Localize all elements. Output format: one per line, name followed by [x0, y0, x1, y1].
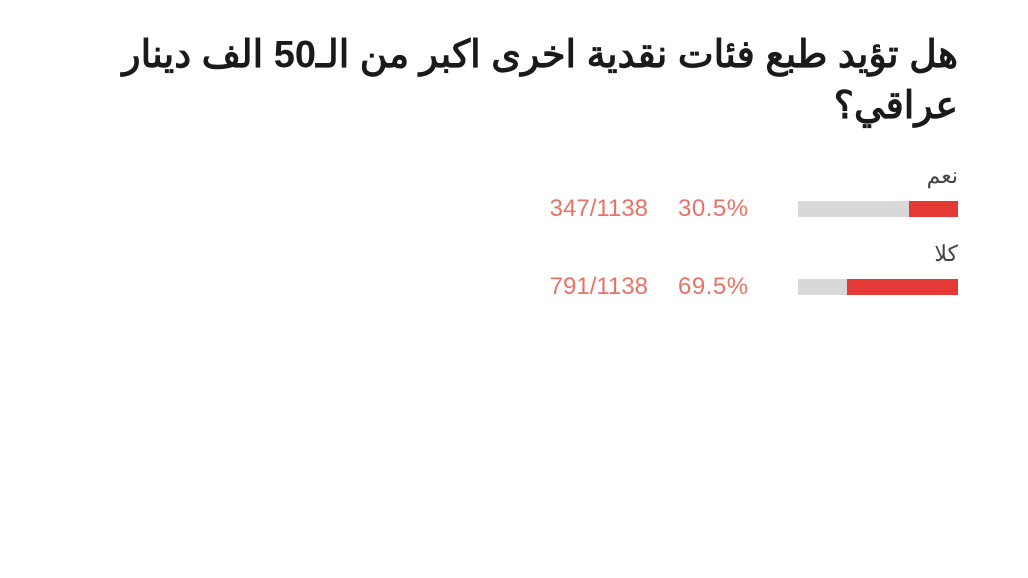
poll-option: كلا 69.5% 791/1138	[40, 241, 958, 301]
option-bar-fill	[847, 279, 958, 295]
option-bar-fill	[909, 201, 958, 217]
option-row: 30.5% 347/1138	[40, 195, 958, 223]
option-row: 69.5% 791/1138	[40, 273, 958, 301]
option-percent: 30.5%	[678, 195, 768, 223]
option-bar	[798, 279, 958, 295]
option-bar	[798, 201, 958, 217]
option-ratio: 791/1138	[550, 273, 648, 301]
option-label: نعم	[40, 163, 958, 189]
poll-question: هل تؤيد طبع فئات نقدية اخرى اكبر من الـ5…	[40, 30, 958, 133]
option-label: كلا	[40, 241, 958, 267]
option-ratio: 347/1138	[550, 195, 648, 223]
poll-option: نعم 30.5% 347/1138	[40, 163, 958, 223]
option-percent: 69.5%	[678, 273, 768, 301]
